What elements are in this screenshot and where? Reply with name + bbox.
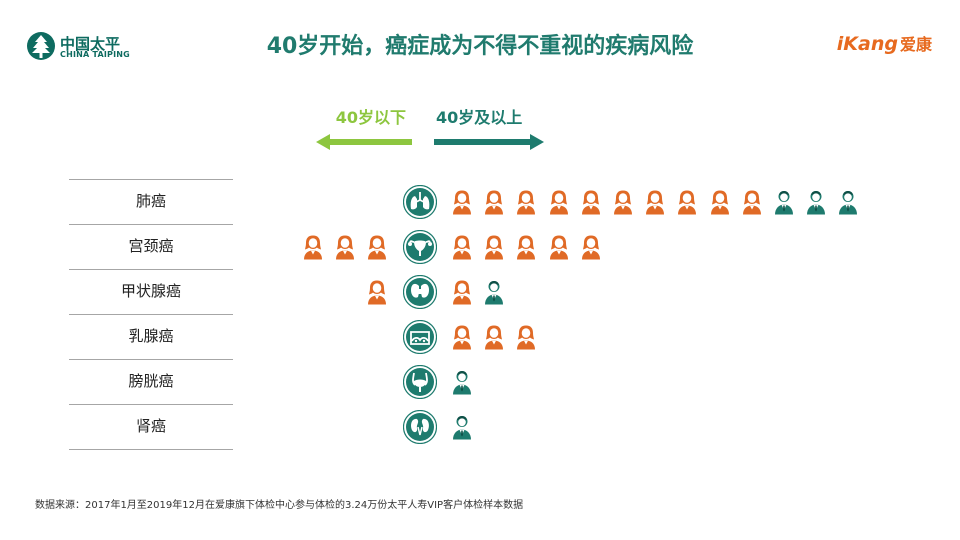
lungs-icon xyxy=(403,184,437,219)
china-taiping-logo: 中国太平 CHINA TAIPING xyxy=(26,31,136,63)
female-person-icon xyxy=(549,190,568,214)
male-person-icon xyxy=(775,190,793,214)
legend-under-40-label: 40岁以下 xyxy=(335,108,406,127)
female-person-icon xyxy=(368,280,386,304)
female-person-icon xyxy=(453,325,471,349)
row-separator xyxy=(69,314,233,315)
male-person-icon xyxy=(453,415,471,439)
row-label: 甲状腺癌 xyxy=(120,282,181,300)
female-person-icon xyxy=(517,190,536,214)
row-separator xyxy=(69,449,233,450)
female-person-icon xyxy=(368,235,386,259)
female-person-icon xyxy=(453,190,471,214)
female-person-icon xyxy=(742,190,761,214)
arrow-right-icon xyxy=(434,134,544,150)
female-person-icon xyxy=(485,325,504,349)
breast-icon xyxy=(403,319,437,354)
logo-left-cn: 中国太平 xyxy=(60,35,121,53)
female-person-icon xyxy=(678,190,697,214)
male-person-icon xyxy=(807,190,826,214)
row-label: 肺癌 xyxy=(135,192,166,210)
logo-right-cn: 爱康 xyxy=(899,35,932,54)
row-separator xyxy=(69,404,233,405)
row-label: 膀胱癌 xyxy=(128,372,174,390)
row-separator xyxy=(69,269,233,270)
female-person-icon xyxy=(710,190,729,214)
row-separator xyxy=(69,179,233,180)
logo-left-en: CHINA TAIPING xyxy=(60,50,130,59)
female-person-icon xyxy=(485,190,504,214)
female-person-icon xyxy=(581,235,600,259)
page-title: 40岁开始，癌症成为不得不重视的疾病风险 xyxy=(266,34,694,59)
ikang-logo: iKang 爱康 xyxy=(837,31,932,55)
female-person-icon xyxy=(517,325,536,349)
arrow-left-icon xyxy=(316,134,412,150)
kidney-icon xyxy=(403,409,437,444)
female-person-icon xyxy=(614,190,632,214)
female-person-icon xyxy=(485,235,504,259)
male-person-icon xyxy=(485,280,504,304)
row-label: 乳腺癌 xyxy=(128,327,174,345)
female-person-icon xyxy=(549,235,568,259)
row-label: 肾癌 xyxy=(135,417,166,435)
female-person-icon xyxy=(646,190,665,214)
female-person-icon xyxy=(335,235,354,259)
legend-over-40: 40岁及以上 xyxy=(434,104,544,150)
female-person-icon xyxy=(453,280,471,304)
female-person-icon xyxy=(581,190,600,214)
female-person-icon xyxy=(303,235,322,259)
data-source-note: 数据来源：2017年1月至2019年12月在爱康旗下体检中心参与体检的3.24万… xyxy=(35,500,524,511)
female-person-icon xyxy=(517,235,536,259)
male-person-icon xyxy=(453,370,471,394)
row-separator xyxy=(69,359,233,360)
legend-under-40: 40岁以下 xyxy=(316,104,412,150)
thyroid-icon xyxy=(403,274,437,309)
row-separator xyxy=(69,224,233,225)
pine-tree-icon xyxy=(27,32,55,60)
row-label: 宫颈癌 xyxy=(128,237,174,255)
male-person-icon xyxy=(839,190,858,214)
logo-right-brand: iKang xyxy=(836,33,898,55)
bladder-icon xyxy=(403,364,437,399)
uterus-icon xyxy=(403,229,437,264)
legend-over-40-label: 40岁及以上 xyxy=(436,108,523,127)
female-person-icon xyxy=(453,235,471,259)
